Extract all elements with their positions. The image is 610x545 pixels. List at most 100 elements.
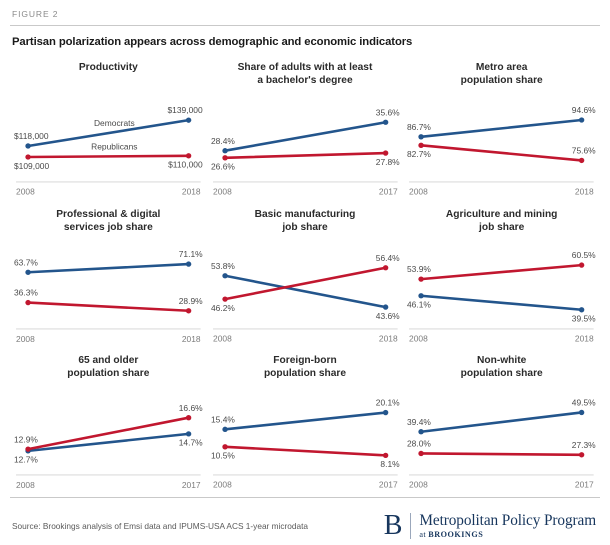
data-value-label: 10.5% [211,451,235,461]
data-value-label: 27.8% [375,157,399,167]
series-line-democrats [26,262,190,274]
series-line-democrats [223,120,387,152]
series-line-republicans [420,263,584,281]
logo-org-name: at BROOKINGS [419,529,596,540]
data-value-label: 46.2% [211,303,235,313]
chart-panel-title: Non-white population share [460,355,543,380]
data-point-republicans [185,153,192,159]
x-tick-label: 2018 [182,187,201,197]
x-tick-label: 2008 [213,333,232,343]
data-value-label: 28.9% [179,296,203,306]
chart-panel-title: Foreign-born population share [263,355,347,380]
logo-program-name: Metropolitan Policy Program [419,511,596,529]
data-point-republicans [418,142,425,148]
x-tick-label: 2008 [16,187,35,197]
chart-plot-area: 2008 2017 39.4% 49.5% 28.0% 27.3% [403,388,600,495]
data-point-democrats [185,117,192,123]
chart-plot-area: 2008 2018 $118,000 $139,000 $109,000 $110,000… [10,95,207,202]
data-value-label: 46.1% [407,299,431,309]
chart-panel-title: Productivity [78,62,138,73]
logo-sub-brookings: BROOKINGS [428,529,484,539]
x-tick-label: 2017 [182,480,201,490]
data-value-label: 12.7% [14,455,38,465]
series-line-republicans [223,151,387,160]
logo-divider [410,513,412,539]
data-point-republicans [25,154,31,160]
data-value-label: $118,000 [14,131,49,141]
x-tick-label: 2018 [575,187,594,197]
x-tick-label: 2008 [213,187,232,197]
data-value-label: 53.8% [211,261,235,271]
chart-panel-title: Agriculture and mining job share [445,208,558,233]
chart-plot-area: 2008 2018 86.7% 94.6% 82.7% 75.6% [403,95,600,202]
chart-panel: Basic manufacturing job share 2008 2018 53.… [207,202,404,349]
data-point-republicans [418,451,425,457]
series-line-republicans [420,452,584,457]
figure-number-label: FIGURE 2 [12,9,59,19]
footer-divider [10,497,600,498]
data-point-republicans [382,264,388,271]
series-line-republicans [26,154,190,159]
data-point-republicans [418,276,425,282]
data-value-label: 15.4% [211,415,235,425]
x-tick-label: 2017 [379,187,398,197]
series-annotation-republicans: Republicans [91,142,137,152]
data-point-democrats [579,410,585,416]
x-tick-label: 2018 [379,333,398,343]
data-value-label: 49.5% [572,398,596,408]
x-tick-label: 2017 [379,480,398,490]
brookings-logo: B Metropolitan Policy Program at BROOKIN… [383,510,600,541]
x-tick-label: 2018 [575,333,594,343]
chart-plot-area: 2008 2018 46.1% 39.5% 53.9% 60.5% [403,242,600,349]
data-value-label: 12.9% [14,435,38,445]
data-value-label: 14.7% [179,438,203,448]
chart-panel: Non-white population share 2008 2017 39.4% 4… [403,348,600,495]
x-tick-label: 2008 [409,333,428,343]
series-line-democrats [420,294,584,311]
x-tick-label: 2008 [16,480,35,490]
data-value-label: 53.9% [407,264,431,274]
data-point-republicans [579,262,585,268]
data-value-label: 86.7% [407,122,431,132]
data-point-democrats [418,429,425,435]
data-value-label: 36.3% [14,287,38,297]
series-line-democrats [26,432,190,453]
data-point-republicans [222,155,228,161]
data-value-label: $110,000 [168,160,203,170]
series-line-republicans [223,445,387,457]
chart-plot-area: 2008 2018 63.7% 71.1% 36.3% 28.9% [10,242,207,349]
data-point-democrats [185,261,192,267]
data-value-label: 94.6% [572,105,596,115]
chart-panel: Foreign-born population share 2008 2017 15.… [207,348,404,495]
chart-panel: 65 and older population share 2008 2017 12.… [10,348,207,495]
data-value-label: 56.4% [375,253,399,263]
data-value-label: 39.4% [407,417,431,427]
data-point-democrats [579,117,585,123]
data-value-label: 43.6% [375,311,399,321]
data-value-label: 39.5% [572,313,596,323]
data-point-democrats [418,134,425,140]
data-value-label: 8.1% [380,460,400,470]
data-point-republicans [382,453,388,459]
chart-panel: Productivity 2008 2018 $118,000 $139,000 $109… [10,55,207,202]
chart-panel-title: 65 and older population share [67,355,150,380]
data-value-label: 27.3% [572,440,596,450]
data-point-republicans [579,157,585,164]
data-value-label: 20.1% [375,398,399,408]
data-value-label: 35.6% [375,107,399,117]
series-line-republicans [223,266,387,301]
chart-plot-area: 2008 2017 12.7% 14.7% 12.9% 16.6% [10,388,207,495]
chart-plot-area: 2008 2017 28.4% 35.6% 26.6% 27.8% [207,95,404,202]
data-point-democrats [25,269,31,275]
data-point-republicans [222,296,228,302]
x-tick-label: 2017 [575,480,594,490]
logo-b-mark: B [383,510,403,541]
chart-plot-area: 2008 2018 53.8% 43.6% 46.2% 56.4% [207,242,404,349]
data-value-label: 28.0% [407,439,431,449]
data-point-republicans [579,452,585,458]
data-point-republicans [25,299,31,305]
data-point-republicans [382,150,388,156]
chart-plot-area: 2008 2017 15.4% 20.1% 10.5% 8.1% [207,388,404,495]
figure-footer: Source: Brookings analysis of Emsi data … [10,497,600,545]
data-point-republicans [222,444,228,450]
